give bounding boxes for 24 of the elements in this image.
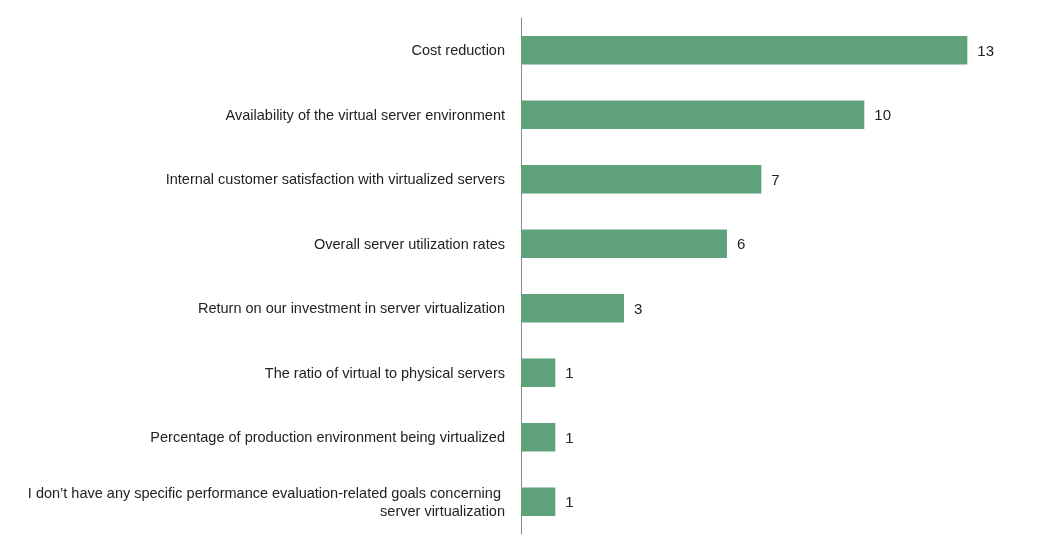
bar: [521, 423, 556, 452]
y-tick-label: Overall server utilization rates: [314, 235, 505, 252]
y-tick-label: Cost reduction: [411, 42, 505, 59]
bar: [521, 36, 968, 65]
data-label: 1: [565, 364, 574, 382]
data-label: 7: [771, 170, 780, 188]
bar: [521, 487, 556, 516]
data-label: 13: [977, 41, 995, 59]
data-label: 10: [874, 106, 892, 124]
y-tick-label: I don’t have any specific performance evaluation-related goals concerning server virtualization: [27, 484, 505, 519]
bar: [521, 358, 556, 387]
data-label: 6: [737, 235, 746, 253]
y-tick-label: Availability of the virtual server environment: [225, 106, 505, 123]
data-label: 3: [634, 299, 643, 317]
y-tick-label: Percentage of production environment being virtualized: [150, 429, 505, 446]
bar: [521, 294, 624, 323]
data-label: 1: [565, 493, 574, 511]
y-tick-label: Internal customer satisfaction with virtualized servers: [165, 171, 505, 188]
bar: [521, 100, 865, 129]
data-label: 1: [565, 428, 574, 446]
bar: [521, 229, 727, 258]
y-tick-label: Return on our investment in server virtualization: [197, 300, 505, 317]
y-tick-label: The ratio of virtual to physical servers: [264, 364, 505, 381]
bar: [521, 165, 762, 194]
